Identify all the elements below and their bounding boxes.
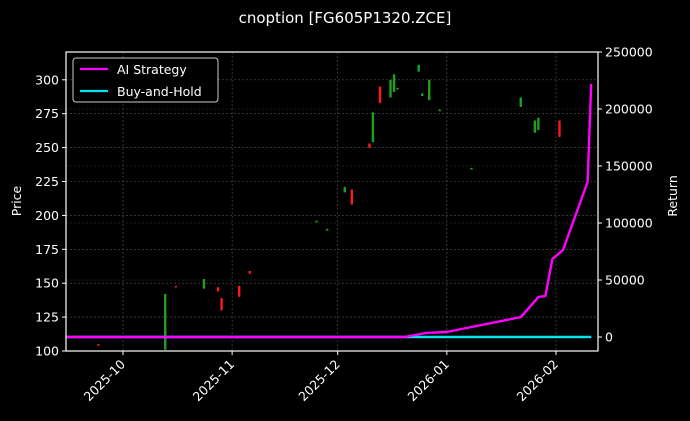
candle-body [417, 64, 420, 72]
candle-body [396, 87, 399, 90]
price-axis: 100 125 150 175 200 225 250 275 300 [35, 72, 66, 359]
candle-body [392, 74, 396, 93]
plot-frame [65, 51, 599, 352]
return-tick-label: 0 [605, 330, 613, 345]
price-tick-label: 250 [35, 140, 59, 155]
price-tick-label: 100 [35, 344, 59, 359]
date-tick-label: 2025-12 [295, 357, 343, 405]
price-tick-label: 300 [35, 72, 59, 87]
candle-body [164, 294, 167, 350]
candle-body [174, 285, 177, 288]
return-axis: 0 50000 100000 150000 200000 250000 [598, 45, 653, 345]
date-tick-label: 2026-02 [514, 357, 562, 405]
candle-body [389, 79, 392, 98]
return-tick-label: 150000 [605, 159, 653, 174]
legend-box [72, 57, 219, 103]
candle-body [216, 287, 220, 292]
candle-body [537, 117, 540, 130]
candle-body [371, 112, 375, 143]
candle-body [368, 143, 371, 148]
return-tick-label: 100000 [605, 216, 653, 231]
ai-strategy-line [66, 83, 593, 339]
legend: AI Strategy Buy-and-Hold [72, 57, 219, 103]
y2-axis-label: Return [665, 175, 680, 216]
candle-body [202, 279, 206, 289]
candle-body [325, 228, 329, 231]
legend-label-ai-strategy: AI Strategy [117, 62, 187, 77]
candlesticks [97, 64, 561, 350]
candle-body [237, 285, 241, 297]
chart-title: cnoption [FG605P1320.ZCE] [239, 9, 452, 27]
legend-label-buy-and-hold: Buy-and-Hold [117, 84, 202, 99]
price-tick-label: 200 [35, 208, 59, 223]
price-tick-label: 150 [35, 276, 59, 291]
date-tick-label: 2026-01 [404, 357, 452, 405]
y-axis-label: Price [9, 185, 24, 216]
price-tick-label: 125 [35, 310, 59, 325]
candle-body [248, 270, 251, 274]
date-tick-label: 2025-11 [190, 357, 238, 405]
candle-body [350, 189, 353, 205]
candle-body [519, 97, 522, 107]
date-tick-label: 2025-10 [81, 356, 129, 404]
candle-body [97, 344, 100, 346]
return-tick-label: 50000 [605, 273, 645, 288]
candle-body [558, 120, 561, 137]
candle-body [428, 79, 431, 101]
candle-body [220, 298, 223, 311]
return-lines [66, 83, 593, 339]
candle-body [315, 220, 318, 223]
price-tick-label: 275 [35, 106, 59, 121]
candle-body [343, 186, 346, 193]
date-axis: 2025-10 2025-11 2025-12 2026-01 2026-02 [81, 351, 562, 405]
price-tick-label: 175 [35, 242, 59, 257]
candle-body [438, 109, 441, 112]
return-tick-label: 200000 [605, 102, 653, 117]
candle-body [470, 167, 473, 170]
candle-body [378, 86, 382, 103]
return-tick-label: 250000 [605, 45, 653, 60]
candle-body [533, 120, 537, 133]
price-tick-label: 225 [35, 174, 59, 189]
candle-body [421, 93, 424, 97]
